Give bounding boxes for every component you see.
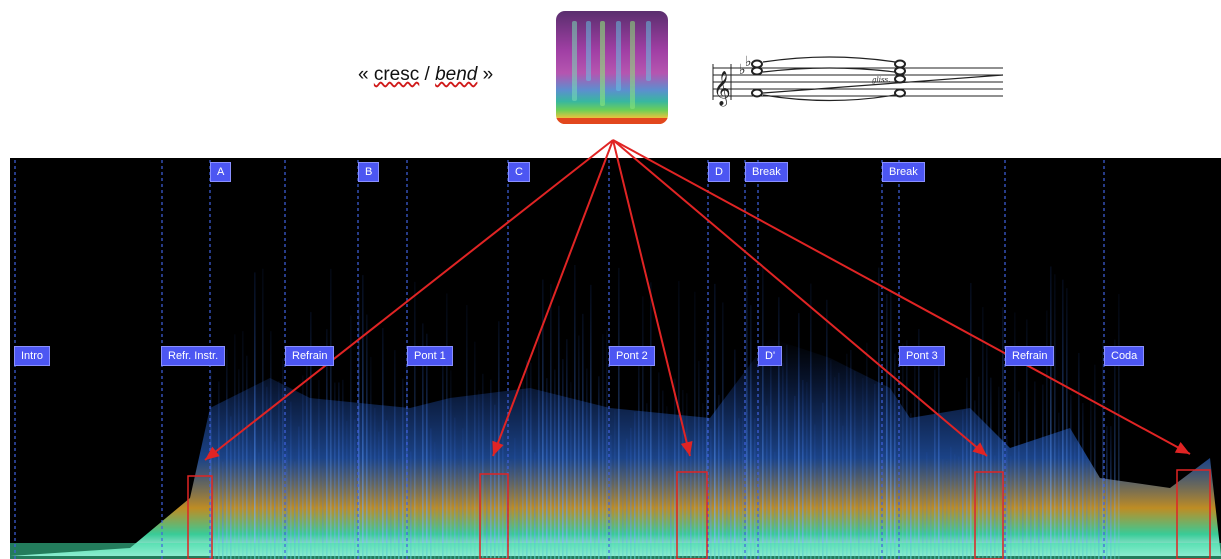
section-marker-top: D xyxy=(708,162,730,182)
caption-slash: / xyxy=(419,64,436,85)
section-marker-top: B xyxy=(358,162,380,182)
spectrogram-thumbnail xyxy=(556,11,668,124)
section-label: Intro xyxy=(14,346,51,366)
svg-text:♭: ♭ xyxy=(745,54,752,70)
cresc-bend-caption: « cresc / bend » xyxy=(358,64,493,86)
caption-row: « cresc / bend » 𝄞 ♭ ♭ xyxy=(0,0,1221,158)
gliss-label: gliss. xyxy=(872,76,890,84)
section-marker-top: C xyxy=(508,162,530,182)
section-marker-top: Break xyxy=(882,162,925,182)
section-marker-top: Break xyxy=(745,162,788,182)
section-label: Refr. Instr. xyxy=(161,346,226,366)
music-notation: 𝄞 ♭ ♭ gliss. xyxy=(712,54,1004,107)
section-label: Refrain xyxy=(285,346,335,366)
caption-cresc: cresc xyxy=(373,64,420,85)
section-marker-top: A xyxy=(210,162,232,182)
svg-text:♭: ♭ xyxy=(739,62,746,78)
section-label: Pont 3 xyxy=(899,346,945,366)
svg-text:𝄞: 𝄞 xyxy=(713,71,731,107)
caption-bend: bend xyxy=(435,64,478,85)
section-label: D' xyxy=(758,346,783,366)
caption-open-quote: « xyxy=(358,64,374,85)
caption-close-quote: » xyxy=(477,64,494,85)
section-label: Pont 2 xyxy=(609,346,655,366)
section-label: Pont 1 xyxy=(407,346,453,366)
section-label: Coda xyxy=(1104,346,1145,366)
section-label: Refrain xyxy=(1005,346,1055,366)
